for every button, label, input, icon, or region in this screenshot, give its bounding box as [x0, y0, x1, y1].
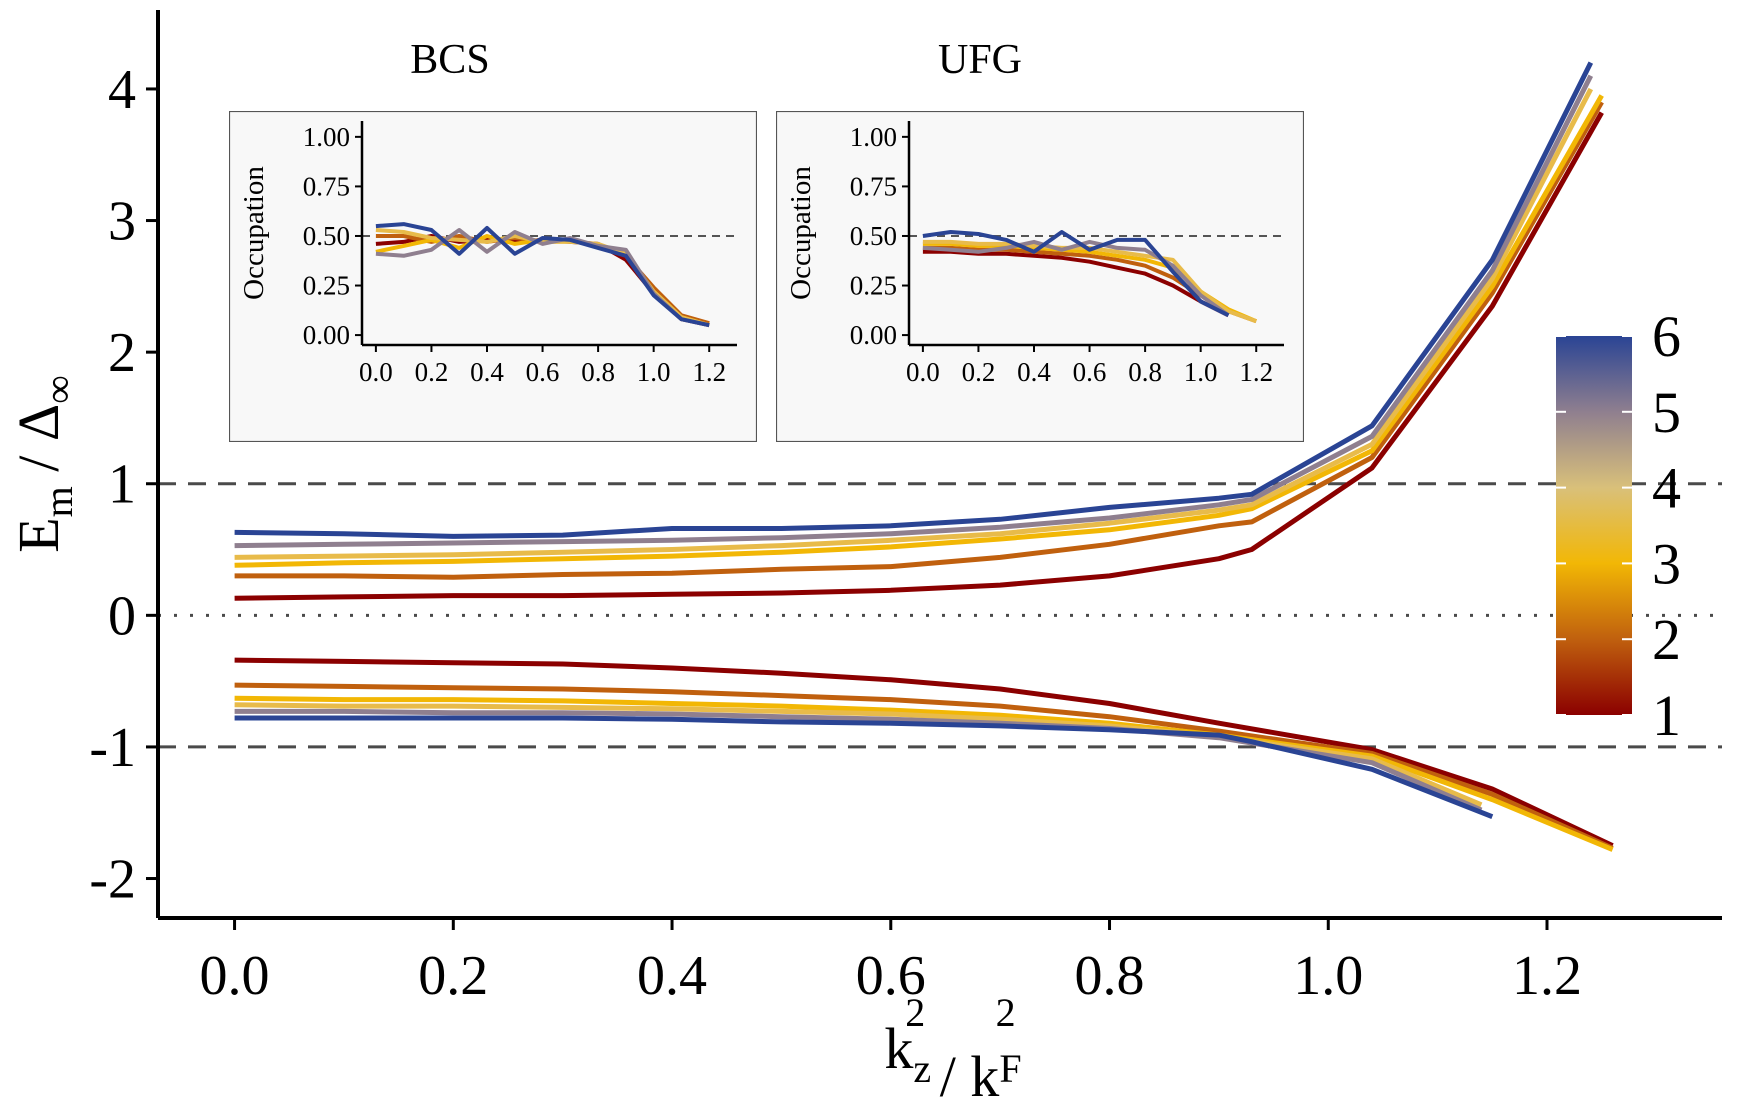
inset-panel-background — [776, 111, 1304, 442]
series-2-lower-line — [234, 682, 1614, 851]
inset-title-ufg: UFG — [937, 37, 1023, 83]
y-tick-label: 0 — [108, 585, 136, 647]
inset-y-tick-label: 1.00 — [850, 122, 897, 152]
colorbar-label: 5 — [1652, 380, 1681, 445]
inset-series-6-line — [922, 230, 1230, 318]
colorbar-label: 6 — [1652, 304, 1681, 369]
colorbar-label: 3 — [1652, 531, 1681, 596]
inset-y-axis-label: Occupation — [238, 166, 270, 300]
colorbar-label: 4 — [1652, 456, 1681, 521]
x-tick-label: 0.0 — [200, 945, 270, 1007]
inset-y-tick-label: 1.00 — [303, 122, 350, 152]
series-3-upper-line — [234, 94, 1604, 568]
y-tick-label: 3 — [108, 191, 136, 253]
inset-y-tick-label: 0.00 — [303, 320, 350, 350]
inset-ufg: 0.00 0.25 0.50 0.75 1.00 0.0 0.2 0.4 0.6 0.8 1.0 1.… — [776, 111, 1304, 442]
inset-x-tick-label: 0.6 — [526, 357, 560, 387]
series-6-lower-line — [234, 715, 1494, 820]
series-1-upper-line — [234, 111, 1604, 601]
inset-y-tick-label: 0.25 — [303, 271, 350, 301]
y-axis-label: Em / Δ∞ — [6, 375, 81, 553]
y-tick-label: 4 — [108, 59, 136, 121]
inset-y-tick-label: 0.00 — [850, 320, 897, 350]
x-tick-label: 0.8 — [1075, 945, 1145, 1007]
inset-y-tick-label: 0.75 — [850, 171, 897, 201]
inset-bcs: 0.00 0.25 0.50 0.75 1.00 0.0 0.2 0.4 0.6 0.8 1.0 1.… — [229, 111, 757, 442]
inset-y-axis-label: Occupation — [785, 166, 817, 300]
colorbar-label: 2 — [1652, 607, 1681, 672]
series-2-upper-line — [234, 100, 1604, 580]
inset-x-tick-label: 0.8 — [581, 357, 615, 387]
inset-series-5-line — [922, 239, 1230, 317]
x-tick-label: 0.2 — [418, 945, 488, 1007]
series-5-upper-line — [234, 74, 1594, 549]
y-tick-label: -1 — [89, 717, 136, 779]
series-5-lower-line — [234, 708, 1483, 813]
colorbar-label: 1 — [1652, 683, 1681, 748]
inset-x-tick-label: 0.0 — [906, 357, 940, 387]
x-tick-label: 1.2 — [1512, 945, 1582, 1007]
inset-x-tick-label: 1.0 — [637, 357, 671, 387]
inset-y-tick-label: 0.75 — [303, 171, 350, 201]
x-tick-label: 0.4 — [637, 945, 707, 1007]
inset-y-tick-label: 0.25 — [850, 271, 897, 301]
inset-x-tick-label: 0.0 — [359, 357, 393, 387]
inset-x-tick-label: 0.2 — [962, 357, 996, 387]
inset-panel-background — [229, 111, 757, 442]
colorbar — [1556, 336, 1632, 715]
inset-x-tick-label: 1.0 — [1184, 357, 1218, 387]
inset-x-tick-label: 0.2 — [415, 357, 449, 387]
series-3-lower-line — [234, 695, 1614, 852]
inset-x-tick-label: 0.4 — [1017, 357, 1051, 387]
y-tick-label: 2 — [108, 322, 136, 384]
x-axis-label: kz2 / kF2 — [884, 990, 1021, 1100]
x-tick-label: 1.0 — [1293, 945, 1363, 1007]
inset-x-tick-label: 0.8 — [1128, 357, 1162, 387]
series-1-lower-line — [234, 657, 1614, 848]
inset-y-tick-label: 0.50 — [303, 221, 350, 251]
inset-x-tick-label: 0.6 — [1073, 357, 1107, 387]
series-6-upper-line — [234, 61, 1594, 539]
inset-x-tick-label: 1.2 — [1239, 357, 1273, 387]
y-tick-label: -2 — [89, 849, 136, 911]
series-4-upper-line — [234, 87, 1594, 560]
inset-title-bcs: BCS — [410, 37, 490, 83]
y-tick-label: 1 — [108, 454, 136, 516]
inset-y-tick-label: 0.50 — [850, 221, 897, 251]
inset-x-tick-label: 0.4 — [470, 357, 504, 387]
x-tick-label: 0.6 — [856, 945, 926, 1007]
inset-series-6-line — [375, 222, 710, 328]
inset-x-tick-label: 1.2 — [692, 357, 726, 387]
